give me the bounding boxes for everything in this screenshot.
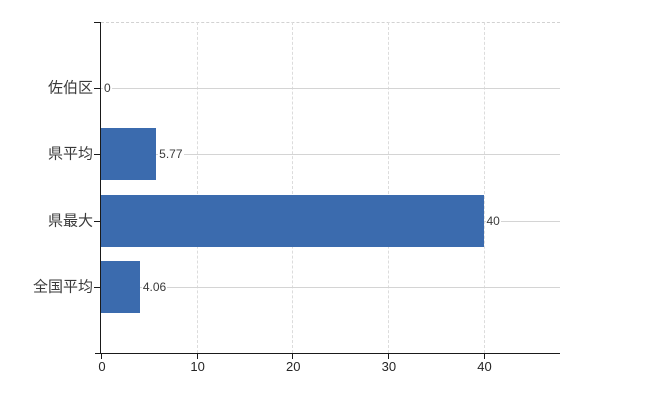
bar-value-label: 5.77	[158, 147, 184, 162]
x-axis-line	[95, 353, 560, 354]
category-label: 全国平均	[32, 278, 93, 296]
bar-value-label: 4.06	[141, 279, 168, 294]
vertical-gridline	[483, 22, 485, 353]
y-axis-end-tick	[94, 22, 100, 23]
plot-top-border	[101, 22, 560, 23]
category-label: 佐伯区	[47, 79, 93, 97]
bar	[101, 260, 140, 313]
vertical-gridline	[387, 22, 389, 353]
bar-value-label: 0	[103, 81, 112, 96]
y-axis-tick	[94, 220, 100, 222]
category-gridline	[101, 88, 560, 90]
vertical-gridline	[196, 22, 198, 353]
x-axis-tick	[483, 354, 485, 359]
x-axis-tick	[387, 354, 389, 359]
y-axis-tick	[94, 286, 100, 288]
x-axis-tick-label: 0	[98, 359, 106, 374]
bar	[101, 128, 157, 181]
category-gridline	[101, 286, 560, 288]
vertical-gridline	[292, 22, 294, 353]
category-label: 県最大	[47, 212, 93, 230]
bar-value-label: 40	[485, 213, 501, 228]
x-axis-tick	[196, 354, 198, 359]
plot-area: 0 5.77 40 4.06	[101, 22, 560, 353]
x-axis-tick	[292, 354, 294, 359]
x-axis-tick-label: 30	[381, 359, 397, 374]
category-label: 県平均	[47, 145, 93, 163]
y-axis-tick	[94, 154, 100, 156]
y-axis-line	[100, 22, 101, 353]
y-axis-tick	[94, 88, 100, 90]
category-gridline	[101, 154, 560, 156]
x-axis-tick-label: 20	[286, 359, 301, 374]
x-axis-tick-label: 10	[190, 359, 205, 374]
x-axis-tick-label: 40	[477, 359, 492, 374]
x-axis-tick	[101, 354, 102, 359]
bar	[101, 194, 484, 247]
